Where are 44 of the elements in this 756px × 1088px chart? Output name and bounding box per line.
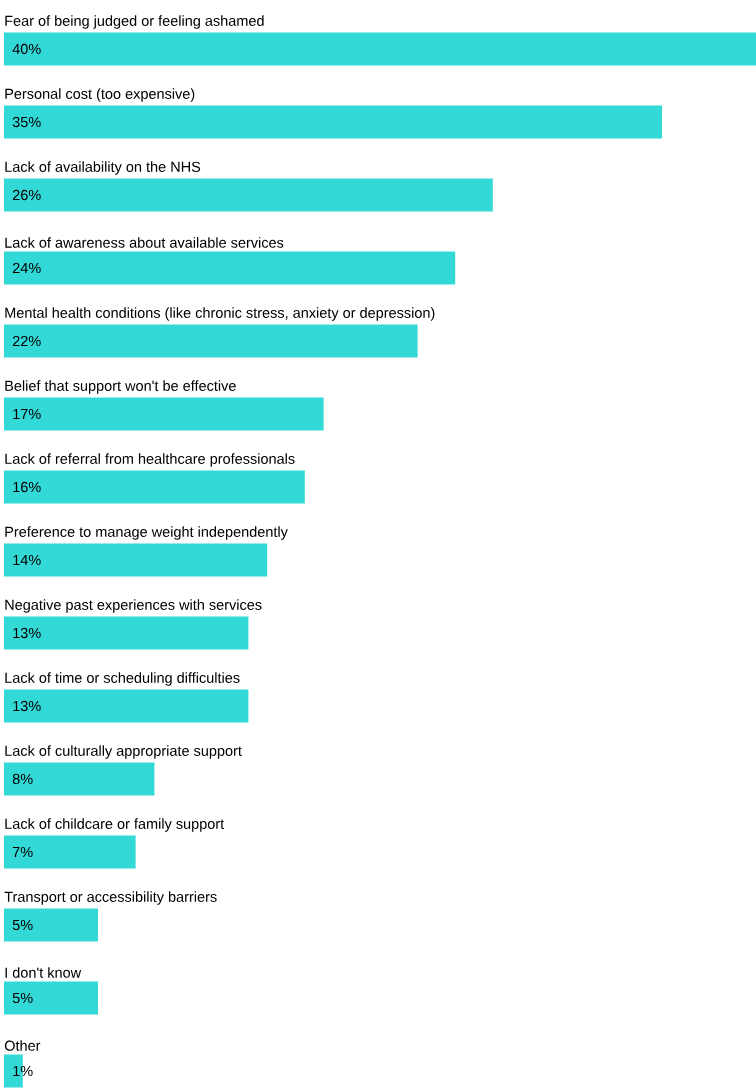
y-tick-label: Lack of time or scheduling difficulties [5, 672, 240, 686]
bar [4, 689, 249, 723]
data-label: 22% [12, 335, 41, 347]
data-label: 17% [13, 408, 41, 420]
data-label: 5% [12, 992, 33, 1004]
data-label: 14% [13, 554, 41, 566]
data-label: 13% [13, 627, 41, 639]
data-label: 16% [13, 481, 41, 493]
data-label: 7% [12, 846, 33, 858]
bar [4, 835, 136, 869]
data-label: 24% [12, 262, 41, 274]
data-label: 35% [12, 116, 41, 128]
bar [4, 397, 324, 431]
y-tick-label: Transport or accessibility barriers [4, 891, 217, 905]
y-tick-label: Lack of childcare or family support [5, 818, 225, 832]
data-label: 5% [12, 919, 33, 931]
bar [4, 324, 418, 358]
y-tick-label: Mental health conditions (like chronic stress, anxiety or depression) [5, 307, 435, 321]
data-label: 40% [12, 43, 41, 55]
data-label: 26% [12, 189, 41, 201]
y-tick-label: Belief that support won't be effective [5, 380, 236, 394]
y-tick-label: Personal cost (too expensive) [5, 88, 195, 102]
data-label: 8% [12, 773, 33, 785]
bar [4, 543, 268, 577]
y-tick-label: Lack of culturally appropriate support [5, 745, 242, 759]
bar [4, 251, 456, 285]
y-tick-label: Lack of availability on the NHS [5, 161, 201, 175]
y-tick-label: Lack of awareness about available services [5, 237, 284, 248]
y-tick-label: Other [4, 1040, 41, 1051]
y-tick-label: Preference to manage weight independently [5, 526, 288, 540]
bar [4, 32, 756, 66]
bar [4, 470, 305, 504]
data-label: 1% [13, 1065, 33, 1077]
bar [4, 908, 98, 942]
y-tick-label: Lack of referral from healthcare professionals [5, 453, 295, 467]
bar [4, 762, 155, 796]
bar [4, 178, 493, 212]
y-tick-label: Fear of being judged or feeling ashamed [5, 15, 264, 29]
y-tick-label: I don't know [5, 967, 82, 978]
bar [4, 105, 662, 139]
bar [4, 616, 249, 650]
data-label: 13% [13, 700, 41, 712]
y-tick-label: Negative past experiences with services [5, 599, 262, 613]
bar [4, 981, 98, 1015]
